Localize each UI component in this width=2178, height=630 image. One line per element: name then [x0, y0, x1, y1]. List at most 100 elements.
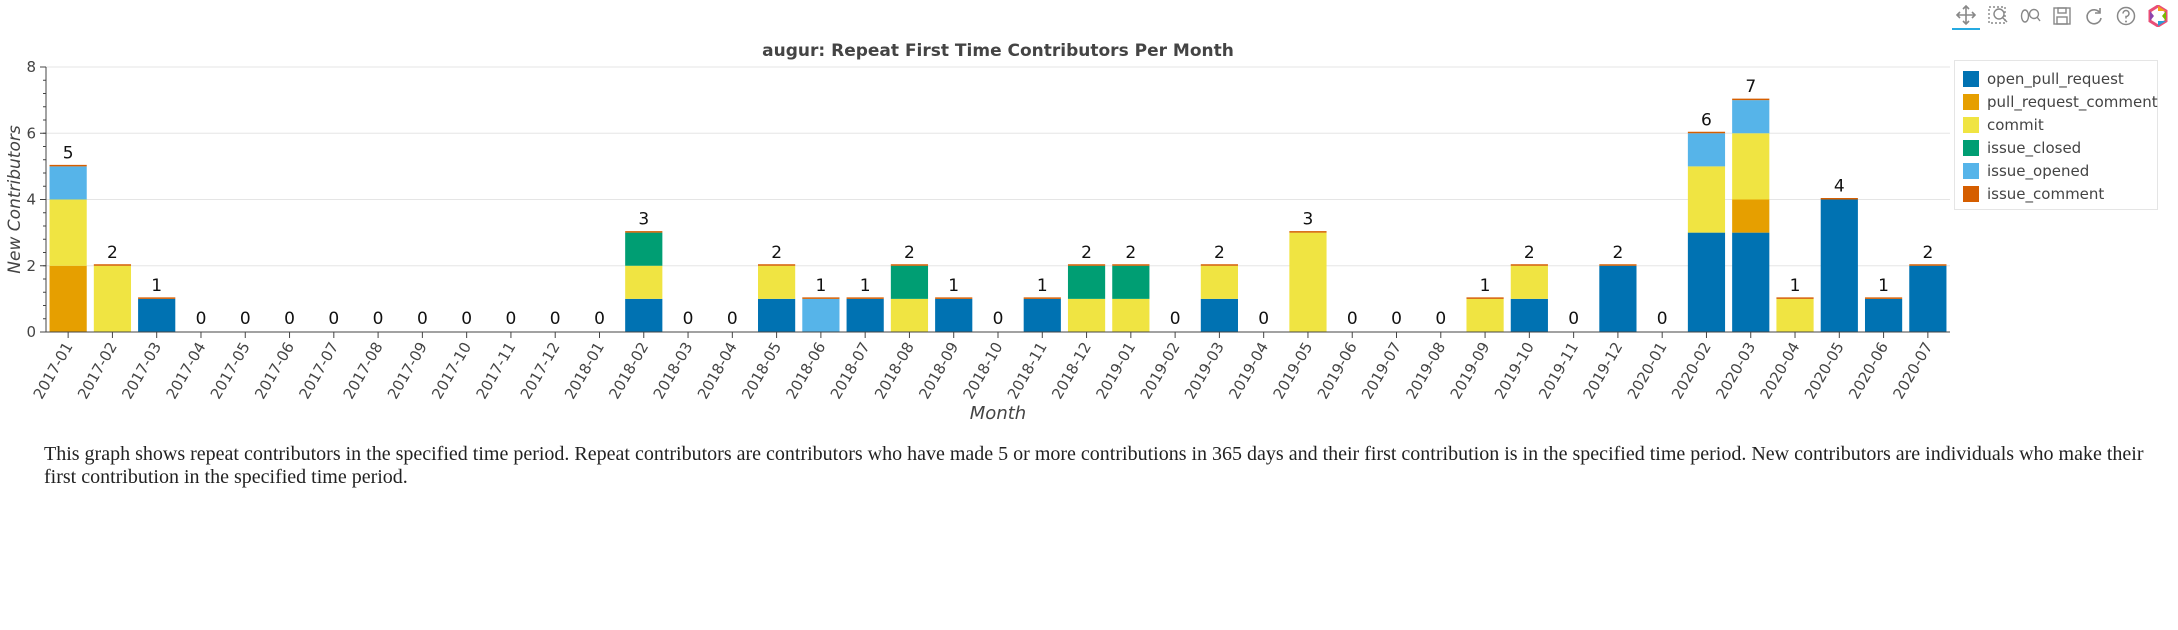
data-label: 0 — [461, 309, 472, 329]
help-tool[interactable] — [2112, 2, 2140, 30]
x-tick-label: 2017-08 — [340, 339, 387, 402]
data-label: 0 — [1391, 309, 1402, 329]
x-tick-label: 2018-10 — [960, 339, 1007, 402]
x-tick-label: 2017-01 — [30, 339, 77, 402]
data-label: 0 — [284, 309, 295, 329]
plot-toolbar — [1952, 0, 2178, 32]
bar-top-edge — [1599, 264, 1637, 266]
chart-title: augur: Repeat First Time Contributors Pe… — [762, 41, 1234, 61]
x-tick-label: 2020-04 — [1757, 339, 1804, 402]
x-tick-label: 2018-12 — [1048, 339, 1095, 402]
bar-segment-open_pull_request — [1820, 199, 1858, 332]
x-tick-label: 2018-05 — [738, 339, 785, 402]
data-label: 0 — [550, 309, 561, 329]
reset-tool[interactable] — [2080, 2, 2108, 30]
data-label: 5 — [63, 143, 74, 163]
stacked-bar-chart: augur: Repeat First Time Contributors Pe… — [5, 41, 1950, 424]
bar-top-edge — [1112, 264, 1150, 266]
bar-segment-open_pull_request — [1687, 232, 1726, 332]
x-tick-label: 2019-05 — [1269, 339, 1316, 402]
x-tick-label: 2019-12 — [1579, 339, 1626, 402]
bar-segment-issue_opened — [1732, 100, 1770, 134]
bar-top-edge — [625, 231, 663, 233]
bar-segment-open_pull_request — [1200, 298, 1238, 332]
legend-item-commit: commit — [1963, 113, 2149, 136]
bar-segment-commit — [1112, 298, 1150, 332]
legend-swatch — [1963, 162, 1979, 179]
legend-swatch — [1963, 116, 1979, 133]
bar-segment-open_pull_request — [1732, 232, 1770, 332]
x-tick-label: 2018-01 — [561, 339, 608, 402]
x-tick-label: 2020-07 — [1889, 339, 1936, 402]
data-label: 2 — [1081, 243, 1092, 263]
bar-top-edge — [935, 297, 973, 299]
x-tick-label: 2018-03 — [650, 339, 697, 402]
legend-item-issue_comment: issue_comment — [1963, 182, 2149, 205]
x-tick-label: 2020-02 — [1668, 339, 1715, 402]
legend-label: open_pull_request — [1987, 69, 2124, 88]
data-label: 0 — [1258, 309, 1269, 329]
legend-swatch — [1963, 185, 1979, 202]
legend-label: issue_opened — [1987, 161, 2090, 180]
data-label: 0 — [328, 309, 339, 329]
data-label: 1 — [948, 276, 959, 296]
axes: 0 2 4 6 8 2017-012017-022017-032017-042017-05… — [26, 58, 1950, 402]
bar-segment-commit — [1200, 265, 1238, 299]
x-tick-label: 2017-06 — [251, 339, 298, 402]
bar-segment-open_pull_request — [1864, 298, 1903, 332]
bar-top-edge — [1909, 264, 1947, 266]
bar-segment-open_pull_request — [625, 298, 663, 332]
bar-segment-open_pull_request — [1909, 265, 1947, 332]
x-tick-label: 2019-06 — [1314, 339, 1361, 402]
data-label: 1 — [815, 276, 826, 296]
bar-top-edge — [49, 164, 87, 167]
bar-segment-open_pull_request — [758, 298, 796, 332]
x-tick-label: 2018-04 — [694, 339, 741, 402]
box-zoom-tool[interactable] — [1984, 2, 2012, 30]
gridlines — [46, 66, 1950, 333]
legend-swatch — [1963, 139, 1979, 156]
legend-swatch — [1963, 70, 1979, 87]
x-tick-label: 2019-03 — [1181, 339, 1228, 402]
wheel-zoom-tool[interactable] — [2016, 2, 2044, 30]
pan-tool[interactable] — [1952, 2, 1980, 30]
bokeh-logo[interactable] — [2144, 2, 2172, 30]
bar-segment-pull_request_comment — [1732, 199, 1770, 233]
bar-segment-issue_closed — [1112, 265, 1150, 299]
bar-segment-commit — [1776, 298, 1814, 332]
legend-swatch — [1963, 93, 1979, 110]
x-tick-label: 2018-11 — [1004, 339, 1051, 402]
save-tool[interactable] — [2048, 2, 2076, 30]
bar-segment-issue_opened — [1687, 133, 1726, 167]
chart-legend: open_pull_request pull_request_comment com… — [1954, 60, 2158, 210]
data-label: 0 — [1347, 309, 1358, 329]
data-label: 2 — [904, 243, 915, 263]
x-tick-label: 2020-06 — [1845, 339, 1892, 402]
x-tick-label: 2018-06 — [782, 339, 829, 402]
bar-segment-commit — [93, 265, 132, 332]
reset-icon — [2086, 8, 2102, 25]
bar-top-edge — [93, 264, 132, 266]
bar-top-edge — [1200, 264, 1238, 266]
data-label: 2 — [1125, 243, 1136, 263]
bar-segment-open_pull_request — [846, 298, 884, 332]
x-tick-label: 2017-02 — [74, 339, 121, 402]
wheel-zoom-icon — [2020, 8, 2041, 23]
chart-description: This graph shows repeat contributors in … — [44, 443, 2144, 488]
data-label: 0 — [373, 309, 384, 329]
bar-top-edge — [1510, 264, 1548, 266]
x-tick-label: 2017-11 — [472, 339, 519, 402]
data-label: 2 — [1922, 243, 1933, 263]
x-tick-label: 2018-09 — [915, 339, 962, 402]
legend-label: commit — [1987, 115, 2044, 134]
data-label: 1 — [151, 276, 162, 296]
x-tick-label: 2020-05 — [1801, 339, 1848, 402]
data-label: 0 — [1170, 309, 1181, 329]
bar-segment-issue_closed — [1067, 265, 1106, 299]
bars — [49, 98, 1947, 332]
data-label: 2 — [1612, 243, 1623, 263]
bar-segment-commit — [1067, 298, 1106, 332]
bokeh-logo-icon — [2148, 5, 2168, 27]
bar-segment-issue_closed — [625, 232, 663, 266]
data-label: 1 — [860, 276, 871, 296]
